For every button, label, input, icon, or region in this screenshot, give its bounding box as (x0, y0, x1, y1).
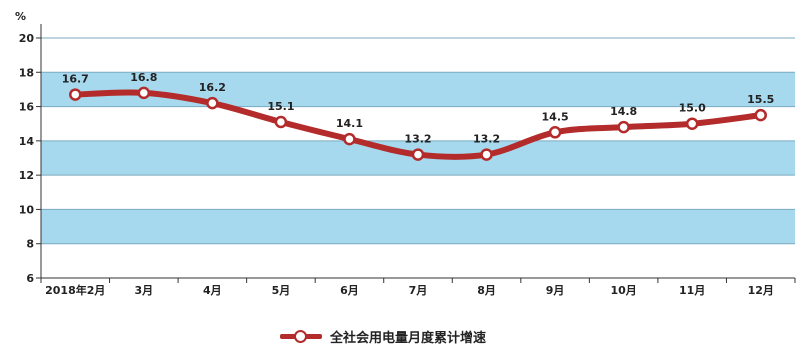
data-label: 14.8 (610, 105, 637, 118)
data-point (343, 132, 356, 146)
data-label: 14.5 (542, 110, 569, 123)
x-tick-label: 8月 (477, 284, 496, 297)
data-label: 13.2 (404, 133, 431, 146)
y-tick-label: 20 (19, 32, 35, 45)
data-point (685, 117, 699, 130)
data-label: 15.1 (267, 100, 294, 113)
y-tick-label: 8 (26, 238, 34, 251)
data-point (480, 148, 493, 161)
y-tick-label: 18 (19, 66, 34, 79)
data-point (411, 148, 425, 161)
legend-swatch (280, 328, 322, 344)
y-tick-label: 14 (19, 135, 35, 148)
data-point (69, 88, 82, 101)
y-tick-label: 12 (19, 169, 34, 182)
x-tick-label: 9月 (546, 284, 565, 297)
x-tick-label: 3月 (134, 284, 153, 297)
x-tick-label: 5月 (272, 284, 291, 297)
legend-label: 全社会用电量月度累计增速 (330, 330, 487, 346)
data-label: 16.8 (130, 71, 157, 84)
x-tick-label: 4月 (203, 284, 222, 297)
data-label: 16.7 (62, 73, 89, 86)
data-label: 15.0 (679, 102, 706, 115)
y-tick-label: 6 (26, 272, 34, 285)
x-tick-label: 7月 (409, 284, 428, 297)
data-label: 14.1 (336, 117, 363, 130)
data-label: 16.2 (199, 81, 226, 94)
data-point (206, 96, 219, 110)
data-label: 15.5 (747, 93, 774, 106)
data-point (274, 115, 288, 129)
data-point (754, 108, 767, 122)
x-tick-label: 12月 (748, 284, 774, 297)
legend: 全社会用电量月度累计增速 (280, 326, 486, 346)
grid-band (41, 72, 795, 107)
data-point (548, 126, 562, 139)
x-tick-label: 10月 (610, 284, 636, 297)
data-point (137, 86, 151, 100)
grid-band (41, 209, 795, 244)
y-tick-label: 10 (19, 203, 35, 216)
x-tick-label: 11月 (679, 284, 705, 297)
data-point (617, 120, 630, 134)
data-label: 13.2 (473, 133, 500, 146)
y-unit-label: % (15, 10, 26, 23)
y-tick-label: 16 (19, 101, 35, 114)
x-tick-label: 2018年2月 (45, 283, 105, 297)
x-tick-label: 6月 (340, 284, 359, 297)
